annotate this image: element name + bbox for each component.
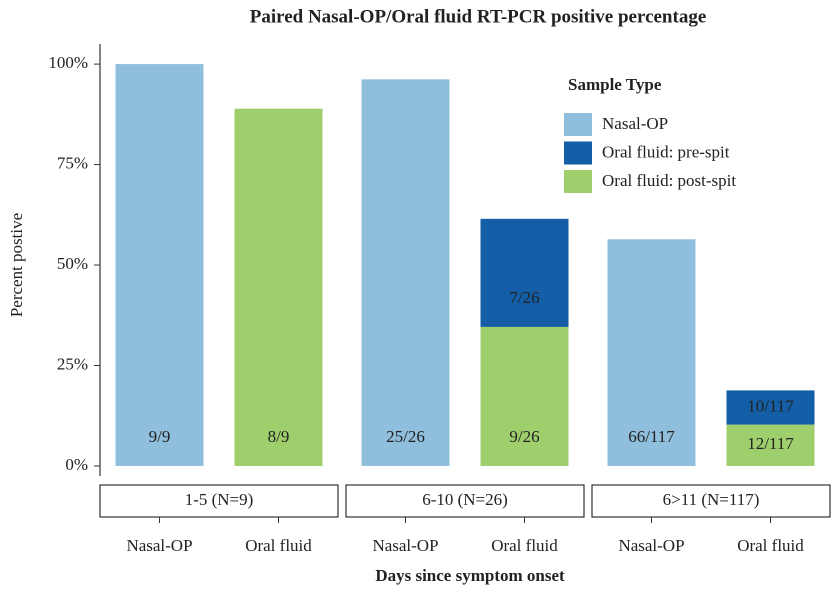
chart-title: Paired Nasal-OP/Oral fluid RT-PCR positi… [250, 6, 707, 27]
value-label: 25/26 [386, 427, 425, 446]
bar-segment [480, 218, 569, 327]
value-label: 66/117 [628, 427, 675, 446]
y-tick-label: 100% [48, 53, 88, 72]
legend-title: Sample Type [568, 75, 662, 94]
bar-segment [480, 326, 569, 466]
bar-segment [115, 64, 204, 466]
value-label: 7/26 [509, 288, 539, 307]
x-tick-label: Nasal-OP [618, 536, 684, 555]
value-label: 9/9 [149, 427, 171, 446]
x-tick-label: Oral fluid [737, 536, 804, 555]
x-tick-label: Oral fluid [491, 536, 558, 555]
y-axis-label: Percent postive [7, 213, 26, 317]
y-tick-label: 75% [57, 153, 88, 172]
x-tick-label: Oral fluid [245, 536, 312, 555]
legend-label: Nasal-OP [602, 114, 668, 133]
facet-label: 6>11 (N=117) [663, 490, 760, 509]
legend-swatch [564, 170, 592, 193]
y-tick-label: 0% [65, 455, 88, 474]
value-label: 9/26 [509, 427, 539, 446]
legend-swatch [564, 113, 592, 136]
value-label: 12/117 [747, 434, 794, 453]
legend-label: Oral fluid: pre-spit [602, 142, 730, 161]
facet-strip [345, 484, 585, 518]
legend-label: Oral fluid: post-spit [602, 171, 736, 190]
bar-segment [607, 239, 696, 466]
x-tick-label: Nasal-OP [372, 536, 438, 555]
x-tick-label: Nasal-OP [126, 536, 192, 555]
bar-segment [361, 79, 450, 466]
legend-swatch [564, 141, 592, 165]
value-label: 10/117 [747, 396, 794, 415]
facet-strip [99, 484, 339, 518]
facet-strip [591, 484, 831, 518]
bar-segment [726, 390, 815, 425]
bar-segment [234, 108, 323, 466]
x-axis-label: Days since symptom onset [375, 566, 565, 585]
y-tick-label: 50% [57, 254, 88, 273]
bar-segment [726, 424, 815, 466]
facet-label: 1-5 (N=9) [185, 490, 254, 509]
facet-label: 6-10 (N=26) [422, 490, 508, 509]
value-label: 8/9 [268, 427, 290, 446]
y-tick-label: 25% [57, 354, 88, 373]
